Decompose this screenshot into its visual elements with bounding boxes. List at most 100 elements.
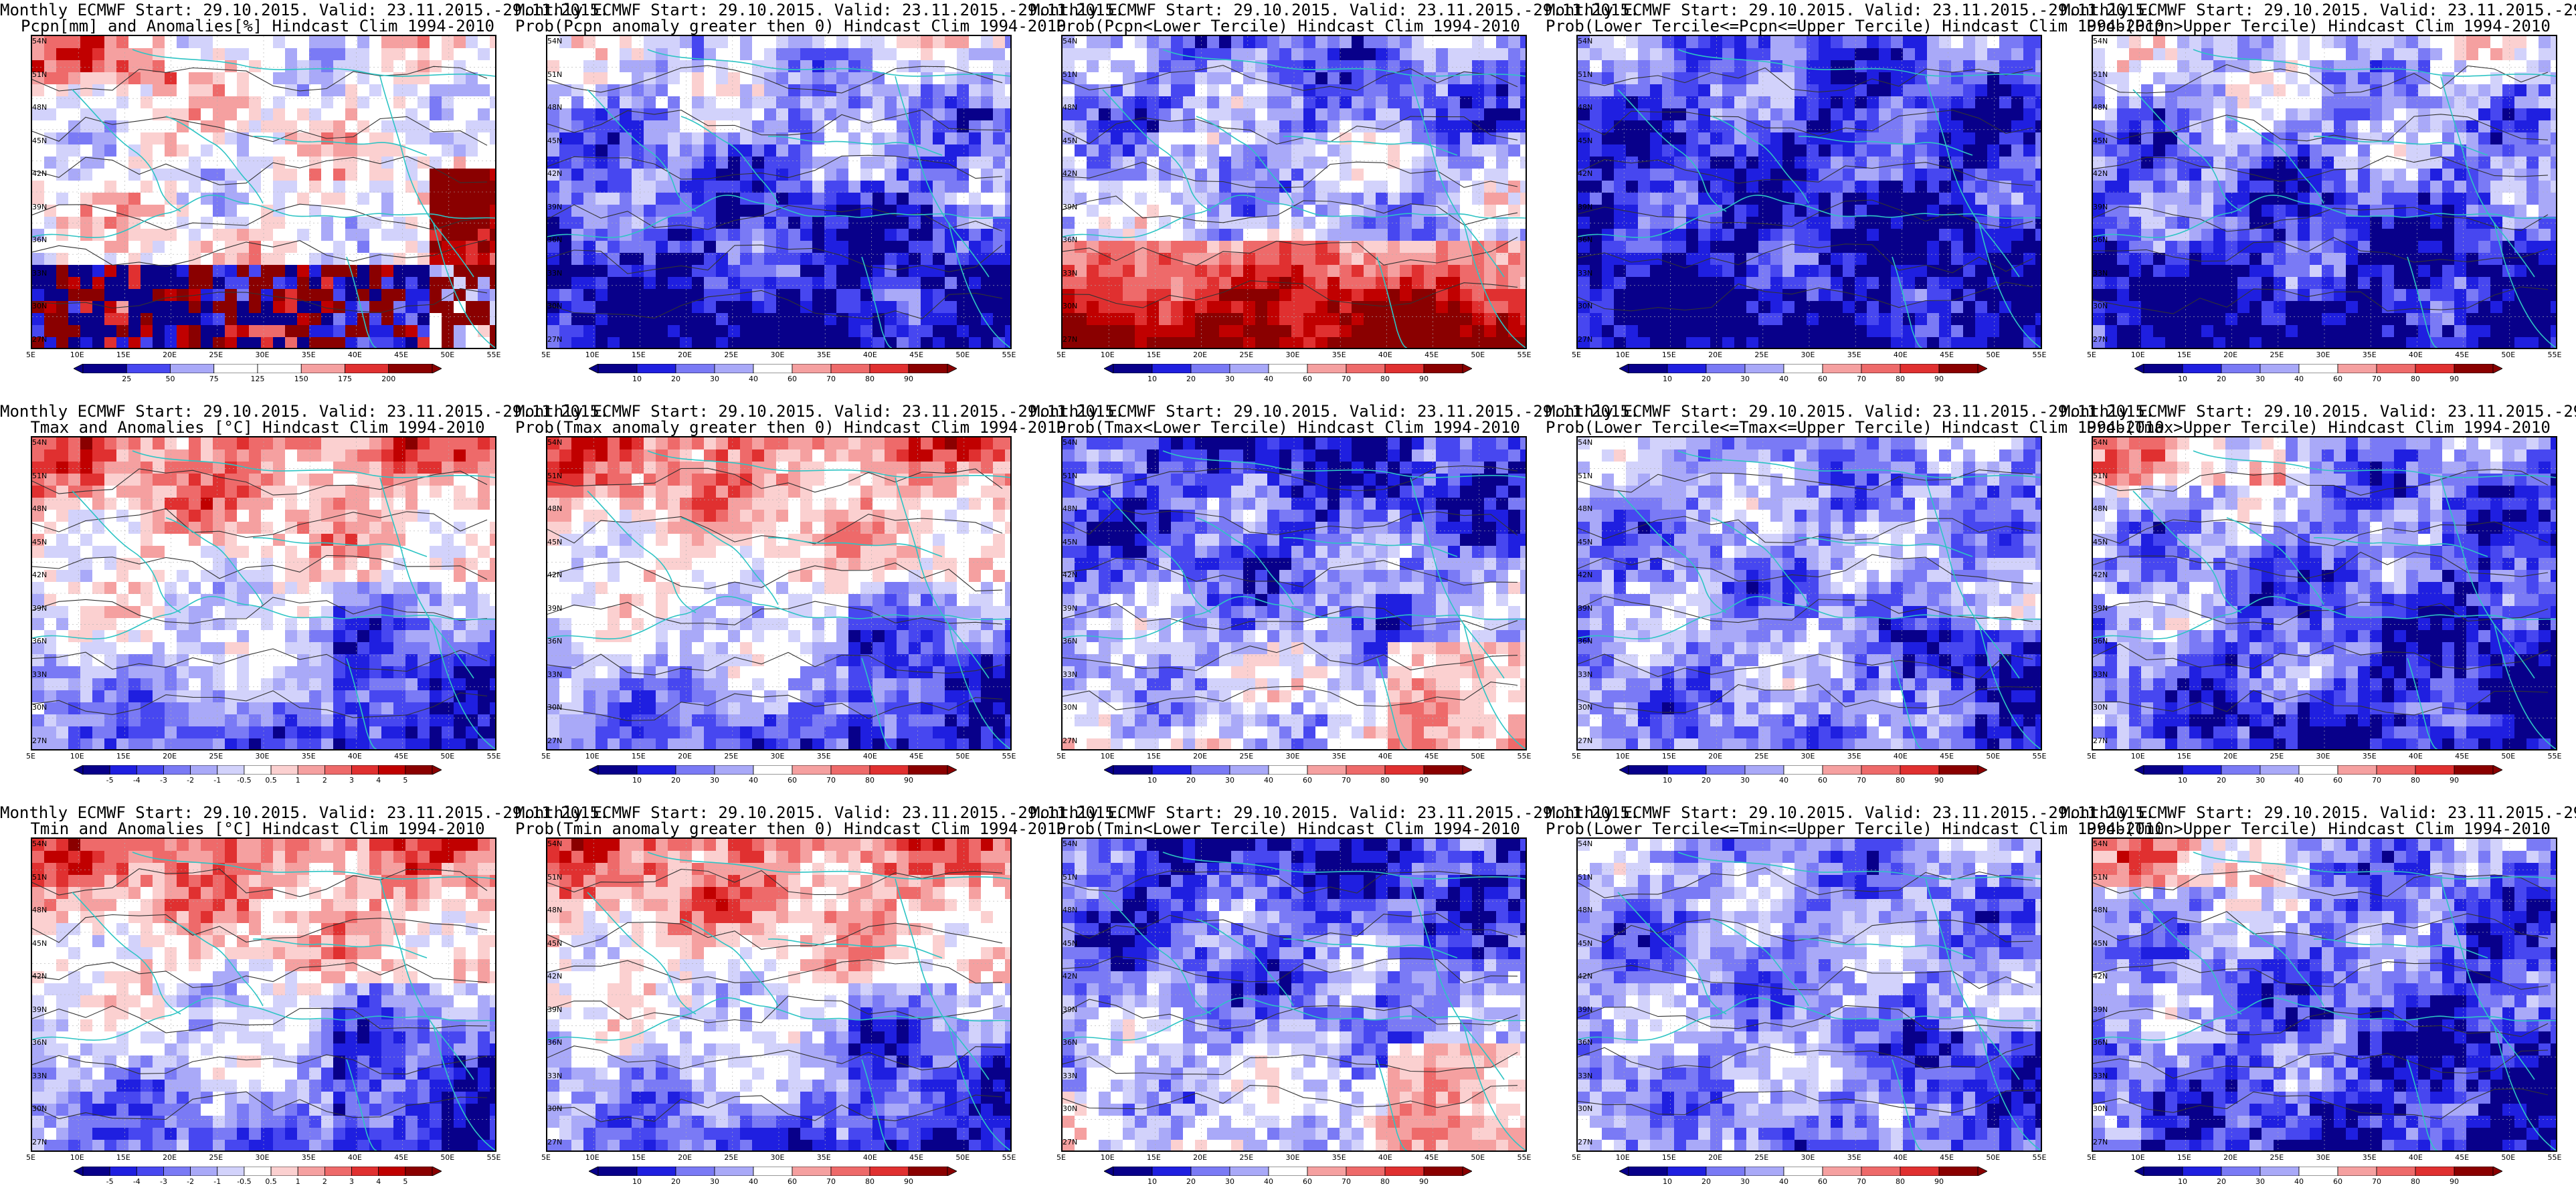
lon-tick-label: 40E — [347, 350, 362, 359]
panel-title-line2: Prob(Tmin<Lower Tercile) Hindcast Clim 1… — [1056, 819, 1520, 838]
lat-tick-label: 36N — [1578, 235, 1593, 245]
lat-tick-label: 48N — [547, 504, 563, 514]
lat-tick-label: 27N — [547, 335, 563, 344]
lon-tick-label: 40E — [1378, 1153, 1392, 1162]
lon-tick-label: 55E — [2547, 350, 2562, 359]
colorbar-tick-label: 20 — [1701, 776, 1711, 785]
colorbar-tick-label: 70 — [1857, 776, 1866, 785]
map-panel: Monthly ECMWF Start: 29.10.2015. Valid: … — [1030, 0, 1639, 401]
lat-tick-label: 42N — [1063, 571, 1078, 580]
forecast-field — [1063, 437, 1526, 749]
colorbar-tick-label: 60 — [788, 1177, 797, 1186]
lat-tick-label: 30N — [1063, 1104, 1078, 1114]
lat-tick-label: 45N — [1578, 136, 1593, 145]
lon-tick-label: 15E — [2177, 1153, 2191, 1162]
colorbar-container — [1104, 765, 1472, 775]
lat-tick-label: 39N — [1063, 202, 1078, 211]
lat-tick-label: 39N — [1578, 1005, 1593, 1014]
lat-tick-label: 36N — [32, 637, 48, 646]
lat-tick-label: 54N — [2093, 839, 2108, 848]
lon-tick-label: 35E — [301, 752, 316, 761]
lon-tick-label: 30E — [1285, 1153, 1300, 1162]
panel-title-line2: Pcpn[mm] and Anomalies[%] Hindcast Clim … — [20, 17, 494, 35]
lat-tick-label: 42N — [1063, 972, 1078, 981]
lat-tick-label: 30N — [547, 1104, 563, 1114]
lon-tick-label: 50E — [440, 1153, 455, 1162]
lon-tick-label: 20E — [163, 1153, 177, 1162]
panel-title-line2: Prob(Pcpn<Lower Tercile) Hindcast Clim 1… — [1056, 17, 1520, 35]
colorbar-tick-label: 30 — [2256, 375, 2265, 383]
colorbar-tick-label: 50 — [165, 375, 175, 383]
lon-tick-label: 10E — [70, 1153, 84, 1162]
colorbar-tick-label: 70 — [2372, 1177, 2381, 1186]
forecast-field — [1578, 437, 2041, 749]
lat-tick-label: 36N — [1063, 1038, 1078, 1047]
lat-tick-label: 45N — [2093, 938, 2108, 948]
lat-tick-label: 39N — [547, 1005, 563, 1014]
lat-tick-label: 30N — [32, 302, 48, 311]
colorbar-tick-label: -2 — [187, 776, 195, 785]
lon-tick-label: 15E — [1146, 752, 1161, 761]
colorbar-container — [2134, 364, 2502, 373]
lon-tick-label: 30E — [1801, 350, 1815, 359]
lat-tick-label: 30N — [2093, 1104, 2108, 1114]
lat-tick-label: 54N — [1063, 37, 1078, 45]
lat-tick-label: 51N — [547, 872, 563, 882]
lon-tick-label: 25E — [1754, 752, 1769, 761]
lat-tick-label: 54N — [547, 839, 563, 848]
lon-tick-label: 40E — [347, 752, 362, 761]
lat-tick-label: 45N — [2093, 537, 2108, 546]
lat-tick-label: 48N — [2093, 906, 2108, 915]
colorbar-tick-label: 20 — [2217, 375, 2226, 383]
lon-tick-label: 30E — [2316, 752, 2330, 761]
lat-tick-label: 45N — [1063, 537, 1078, 546]
colorbar-tick-label: -1 — [213, 1177, 221, 1186]
colorbar-tick-label: 60 — [2333, 1177, 2342, 1186]
lat-tick-label: 48N — [1578, 906, 1593, 915]
lat-tick-label: 33N — [2093, 670, 2108, 679]
panel-title-line1: Monthly ECMWF Start: 29.10.2015. Valid: … — [0, 803, 610, 822]
colorbar-tick-label: 70 — [1342, 375, 1351, 383]
lon-tick-label: 5E — [1572, 350, 1581, 359]
lon-tick-label: 45E — [909, 1153, 924, 1162]
lat-tick-label: 36N — [32, 235, 48, 245]
lat-tick-label: 30N — [1578, 302, 1593, 311]
colorbar-tick-label: 30 — [1740, 776, 1750, 785]
colorbar-tick-label: 30 — [2256, 776, 2265, 785]
lon-tick-label: 10E — [70, 350, 84, 359]
lon-tick-label: 45E — [1424, 752, 1439, 761]
colorbar-container — [74, 364, 442, 373]
lon-tick-label: 15E — [1146, 1153, 1161, 1162]
colorbar-tick-label: 30 — [1740, 1177, 1750, 1186]
lat-tick-label: 30N — [547, 703, 563, 712]
colorbar-tick-label: 2 — [322, 1177, 327, 1186]
lon-tick-label: 40E — [1893, 752, 1908, 761]
colorbar-tick-label: 25 — [122, 375, 132, 383]
colorbar-tick-label: 80 — [865, 375, 875, 383]
colorbar-tick-label: 90 — [904, 1177, 913, 1186]
lon-tick-label: 10E — [70, 752, 84, 761]
lat-tick-label: 39N — [1578, 202, 1593, 211]
lon-tick-label: 45E — [1940, 1153, 1954, 1162]
lat-tick-label: 39N — [32, 1005, 48, 1014]
colorbar-tick-label: -1 — [213, 776, 221, 785]
lon-tick-label: 50E — [1471, 350, 1485, 359]
lat-tick-label: 27N — [1063, 736, 1078, 745]
colorbar-labels: 10 20 30 40 60 70 80 90 — [1104, 776, 1472, 785]
colorbar-tick-label: 90 — [2450, 375, 2459, 383]
colorbar-tick-label: 40 — [1779, 776, 1788, 785]
panel-title-line1: Monthly ECMWF Start: 29.10.2015. Valid: … — [2061, 1, 2576, 19]
lat-tick-label: 39N — [32, 603, 48, 613]
colorbar-tick-label: 60 — [1303, 375, 1312, 383]
colorbar-tick-label: 60 — [1303, 776, 1312, 785]
colorbar-tick-label: 80 — [865, 776, 875, 785]
lat-tick-label: 51N — [32, 872, 48, 882]
colorbar-labels: 10 20 30 40 60 70 80 90 — [2134, 776, 2502, 785]
lon-tick-label: 10E — [585, 350, 600, 359]
lat-tick-label: 54N — [2093, 438, 2108, 447]
lat-tick-label: 51N — [547, 70, 563, 79]
lon-tick-label: 40E — [347, 1153, 362, 1162]
lon-tick-label: 15E — [116, 752, 130, 761]
colorbar-container — [1619, 1167, 1987, 1176]
panel-title-line2: Tmin and Anomalies [°C] Hindcast Clim 19… — [30, 819, 485, 838]
